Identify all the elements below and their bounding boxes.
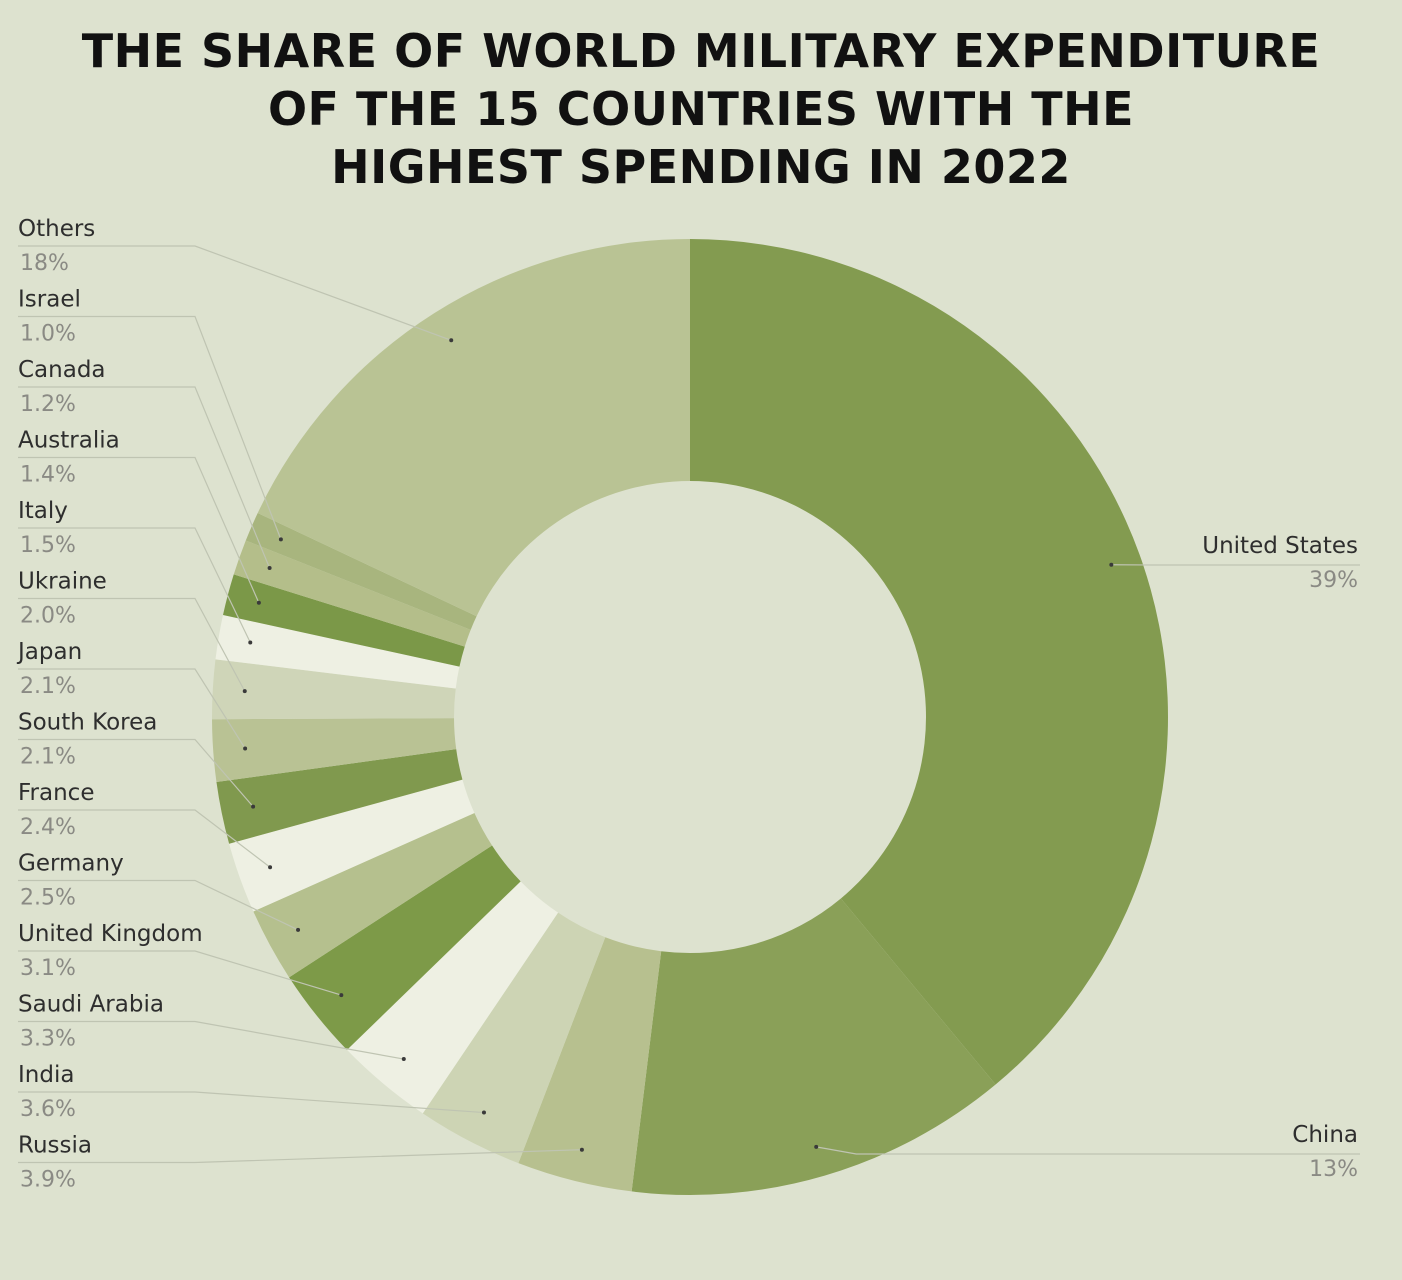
- label-germany: Germany: [18, 851, 124, 877]
- label-india: India: [18, 1062, 74, 1088]
- value-united-states: 39%: [1309, 568, 1358, 593]
- leader-dot-russia: [579, 1147, 584, 1152]
- leader-dot-saudi-arabia: [401, 1057, 406, 1062]
- label-united-kingdom: United Kingdom: [18, 921, 203, 947]
- label-israel: Israel: [18, 287, 81, 313]
- leader-line-canada: [18, 386, 271, 569]
- label-france: France: [18, 780, 94, 806]
- leader-dot-israel: [278, 537, 283, 542]
- label-canada: Canada: [18, 357, 106, 383]
- value-others: 18%: [20, 251, 69, 276]
- leader-line-japan: [18, 668, 246, 749]
- slice-south-korea: [216, 749, 463, 844]
- leader-dot-south-korea: [251, 804, 256, 809]
- slice-saudi-arabia: [347, 881, 559, 1114]
- slice-russia: [518, 937, 662, 1192]
- value-china: 13%: [1309, 1157, 1358, 1182]
- leader-lines: [18, 245, 1360, 1164]
- label-russia: Russia: [18, 1133, 92, 1159]
- value-ukraine: 2.0%: [20, 604, 76, 629]
- leader-line-australia: [18, 456, 260, 604]
- value-germany: 2.5%: [20, 886, 76, 911]
- leader-line-france: [18, 809, 271, 868]
- leader-line-south-korea: [18, 738, 254, 808]
- leader-line-united-kingdom: [18, 950, 342, 996]
- value-south-korea: 2.1%: [20, 745, 76, 770]
- value-japan: 2.1%: [20, 674, 76, 699]
- label-united-states: United States: [1202, 533, 1358, 559]
- slice-israel: [245, 512, 477, 630]
- leader-dot-others: [449, 338, 454, 343]
- leader-dot-japan: [243, 746, 248, 751]
- chart-title-line-2: OF THE 15 COUNTRIES WITH THE: [267, 82, 1135, 136]
- value-australia: 1.4%: [20, 463, 76, 488]
- value-united-kingdom: 3.1%: [20, 956, 76, 981]
- slice-others: [257, 239, 690, 617]
- label-italy: Italy: [18, 498, 68, 524]
- leader-line-china: [816, 1146, 1360, 1155]
- leader-dot-canada: [267, 566, 272, 571]
- value-italy: 1.5%: [20, 533, 76, 558]
- leader-line-italy: [18, 527, 251, 643]
- donut-slices: [212, 239, 1168, 1195]
- leader-line-russia: [18, 1149, 582, 1164]
- leader-line-israel: [18, 315, 282, 540]
- chart-title: THE SHARE OF WORLD MILITARY EXPENDITURE …: [0, 22, 1402, 196]
- slice-australia: [223, 574, 465, 667]
- slice-china: [631, 898, 996, 1195]
- slice-germany: [253, 813, 493, 978]
- slice-italy: [215, 615, 460, 689]
- label-saudi-arabia: Saudi Arabia: [18, 992, 164, 1018]
- leader-dot-china: [814, 1144, 819, 1149]
- leader-line-ukraine: [18, 597, 246, 692]
- leader-dot-italy: [248, 640, 253, 645]
- label-australia: Australia: [18, 428, 120, 454]
- slice-india: [422, 912, 606, 1164]
- slice-labels: Others 18% Israel 1.0% Canada 1.2% Australia 1.…: [16, 216, 1358, 1193]
- label-japan: Japan: [16, 639, 82, 665]
- chart-title-line-3: HIGHEST SPENDING IN 2022: [331, 140, 1071, 194]
- leader-dot-germany: [296, 927, 301, 932]
- value-israel: 1.0%: [20, 322, 76, 347]
- label-south-korea: South Korea: [18, 710, 157, 736]
- chart-title-line-1: THE SHARE OF WORLD MILITARY EXPENDITURE: [81, 24, 1321, 78]
- slice-france: [229, 779, 475, 912]
- value-russia: 3.9%: [20, 1168, 76, 1193]
- value-canada: 1.2%: [20, 392, 76, 417]
- value-france: 2.4%: [20, 815, 76, 840]
- leader-line-saudi-arabia: [18, 1020, 404, 1060]
- leader-dot-united-states: [1109, 562, 1114, 567]
- slice-united-kingdom: [289, 845, 521, 1050]
- value-saudi-arabia: 3.3%: [20, 1027, 76, 1052]
- label-ukraine: Ukraine: [18, 569, 107, 595]
- label-others: Others: [18, 216, 95, 242]
- leader-dot-india: [481, 1110, 486, 1115]
- leader-dot-france: [268, 865, 273, 870]
- slice-japan: [212, 718, 457, 783]
- slice-ukraine: [212, 659, 456, 720]
- leader-dot-australia: [256, 600, 261, 605]
- leader-line-others: [18, 245, 452, 341]
- leader-line-india: [18, 1091, 485, 1114]
- leader-dot-united-kingdom: [339, 993, 344, 998]
- value-india: 3.6%: [20, 1097, 76, 1122]
- leader-dot-ukraine: [242, 689, 247, 694]
- slice-united-states: [690, 239, 1168, 1085]
- slice-canada: [233, 540, 471, 647]
- leader-line-germany: [18, 879, 299, 931]
- label-china: China: [1292, 1122, 1358, 1148]
